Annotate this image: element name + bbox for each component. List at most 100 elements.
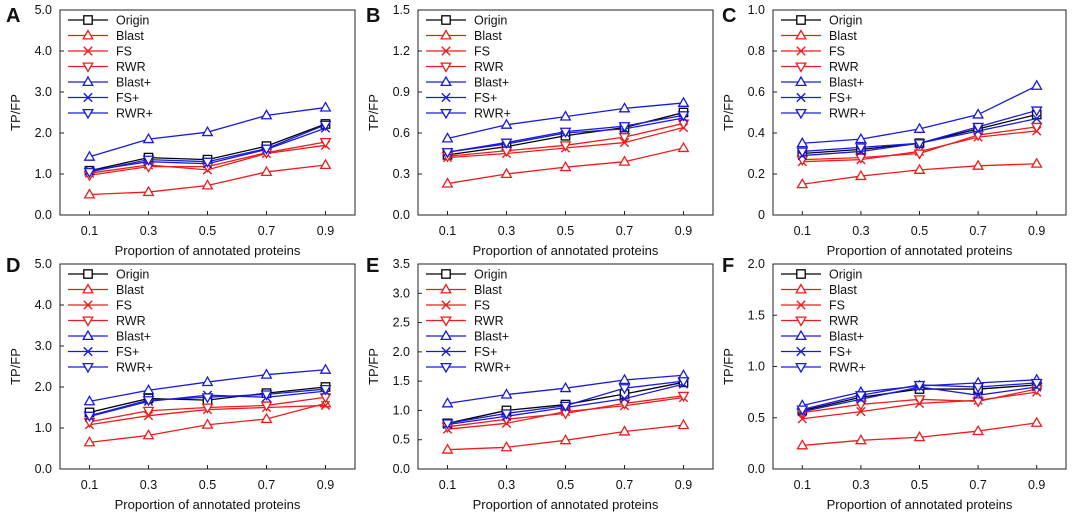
legend-label: FS	[116, 45, 132, 59]
x-axis-title: Proportion of annotated proteins	[827, 243, 1013, 258]
legend-marker	[441, 269, 451, 279]
series-blast-plus	[83, 101, 332, 161]
legend-label: FS	[116, 299, 132, 313]
y-tick-label: 3.5	[393, 257, 410, 271]
data-point	[559, 433, 572, 445]
data-point	[83, 436, 96, 447]
y-tick-label: 0.0	[35, 208, 52, 222]
data-point	[260, 165, 273, 177]
legend-label: Blast	[829, 29, 857, 43]
legend-label: Blast	[474, 29, 502, 43]
data-point	[677, 418, 690, 430]
y-tick-label: 2.0	[35, 126, 52, 140]
legend-label: Origin	[474, 268, 507, 282]
y-tick-label: 1.5	[748, 308, 765, 322]
legend-marker	[440, 108, 452, 120]
x-tick-label: 0.9	[675, 224, 692, 238]
data-point	[972, 108, 985, 119]
data-point	[1030, 378, 1043, 390]
data-point	[260, 368, 273, 379]
data-point	[618, 133, 631, 144]
data-point	[201, 157, 214, 169]
data-point	[142, 185, 155, 197]
data-point	[142, 396, 155, 407]
data-point	[913, 139, 926, 150]
legend-label: FS	[474, 299, 490, 313]
legend-marker	[795, 329, 807, 341]
legend-marker	[796, 269, 806, 279]
y-tick-label: 0.2	[748, 167, 765, 181]
data-point	[500, 441, 513, 452]
legend-marker	[441, 300, 451, 310]
legend-marker	[795, 75, 807, 87]
legend-marker	[796, 346, 806, 357]
legend-label: RWR	[474, 314, 504, 328]
data-point	[559, 127, 572, 138]
legend-label: FS	[829, 45, 845, 59]
legend-marker	[440, 75, 452, 87]
data-point	[856, 406, 866, 417]
panel-letter-c: C	[722, 5, 736, 27]
panel-letter-b: B	[366, 5, 380, 27]
legend-label: Blast+	[116, 330, 151, 344]
y-axis-title: TP/FP	[721, 94, 736, 131]
legend-marker	[83, 92, 93, 103]
chart-panel-d: D 0.0 1.0 2.0 3.0 4.0 5.0 0.1 0.3 0.5 0.7 0.9 Propor…	[6, 255, 356, 512]
legend-label: FS+	[116, 345, 139, 359]
x-tick-label: 0.7	[258, 478, 275, 492]
data-point	[319, 384, 332, 396]
data-point	[319, 363, 332, 374]
y-axis-title: TP/FP	[366, 94, 381, 131]
legend-marker	[83, 269, 93, 279]
data-point	[1030, 79, 1043, 90]
data-point	[83, 150, 96, 161]
data-point	[441, 148, 454, 159]
x-tick-label: 0.7	[616, 224, 633, 238]
x-axis-title: Proportion of annotated proteins	[473, 243, 659, 258]
x-axis-title: Proportion of annotated proteins	[115, 243, 301, 258]
series-blast-plus	[83, 363, 332, 406]
chart-panel-f: F 0.0 0.5 1.0 1.5 2.0 0.1 0.3 0.5 0.7 0.9 Proportio…	[721, 255, 1067, 512]
series-blast	[441, 141, 690, 188]
y-tick-label: 0	[758, 208, 765, 222]
y-axis-title: TP/FP	[8, 348, 23, 385]
series-rwr-plus	[83, 384, 332, 423]
x-tick-label: 0.3	[852, 224, 869, 238]
legend-marker	[83, 300, 93, 310]
data-point	[83, 395, 96, 406]
legend-marker	[795, 316, 807, 327]
data-point	[913, 163, 926, 174]
x-tick-label: 0.1	[439, 224, 456, 238]
data-point	[260, 401, 273, 412]
series-rwr	[796, 122, 1043, 166]
legend-marker	[82, 329, 94, 341]
x-tick-label: 0.7	[969, 478, 986, 492]
x-tick-label: 0.5	[199, 224, 216, 238]
legend-label: Origin	[829, 268, 862, 282]
data-point	[559, 110, 572, 121]
y-tick-label: 5.0	[35, 3, 52, 17]
legend-label: RWR	[829, 314, 859, 328]
x-tick-label: 0.5	[911, 224, 928, 238]
series-blast	[796, 416, 1043, 450]
series-rwr-plus	[796, 378, 1043, 416]
legend-label: RWR+	[116, 107, 153, 121]
data-point	[83, 167, 96, 179]
y-tick-label: 3.0	[35, 339, 52, 353]
y-tick-label: 1.0	[393, 403, 410, 417]
y-tick-label: 2.0	[748, 257, 765, 271]
x-tick-label: 0.3	[852, 478, 869, 492]
legend-marker	[795, 29, 807, 40]
y-tick-label: 1.0	[35, 167, 52, 181]
legend-label: Origin	[474, 14, 507, 28]
legend-marker	[441, 46, 451, 56]
x-tick-label: 0.1	[81, 224, 98, 238]
data-point	[441, 397, 454, 408]
x-tick-label: 0.1	[439, 478, 456, 492]
legend-label: Blast+	[829, 330, 864, 344]
y-tick-label: 0.8	[748, 44, 765, 58]
y-tick-label: 3.0	[35, 85, 52, 99]
data-point	[201, 393, 214, 404]
x-tick-label: 0.1	[794, 478, 811, 492]
